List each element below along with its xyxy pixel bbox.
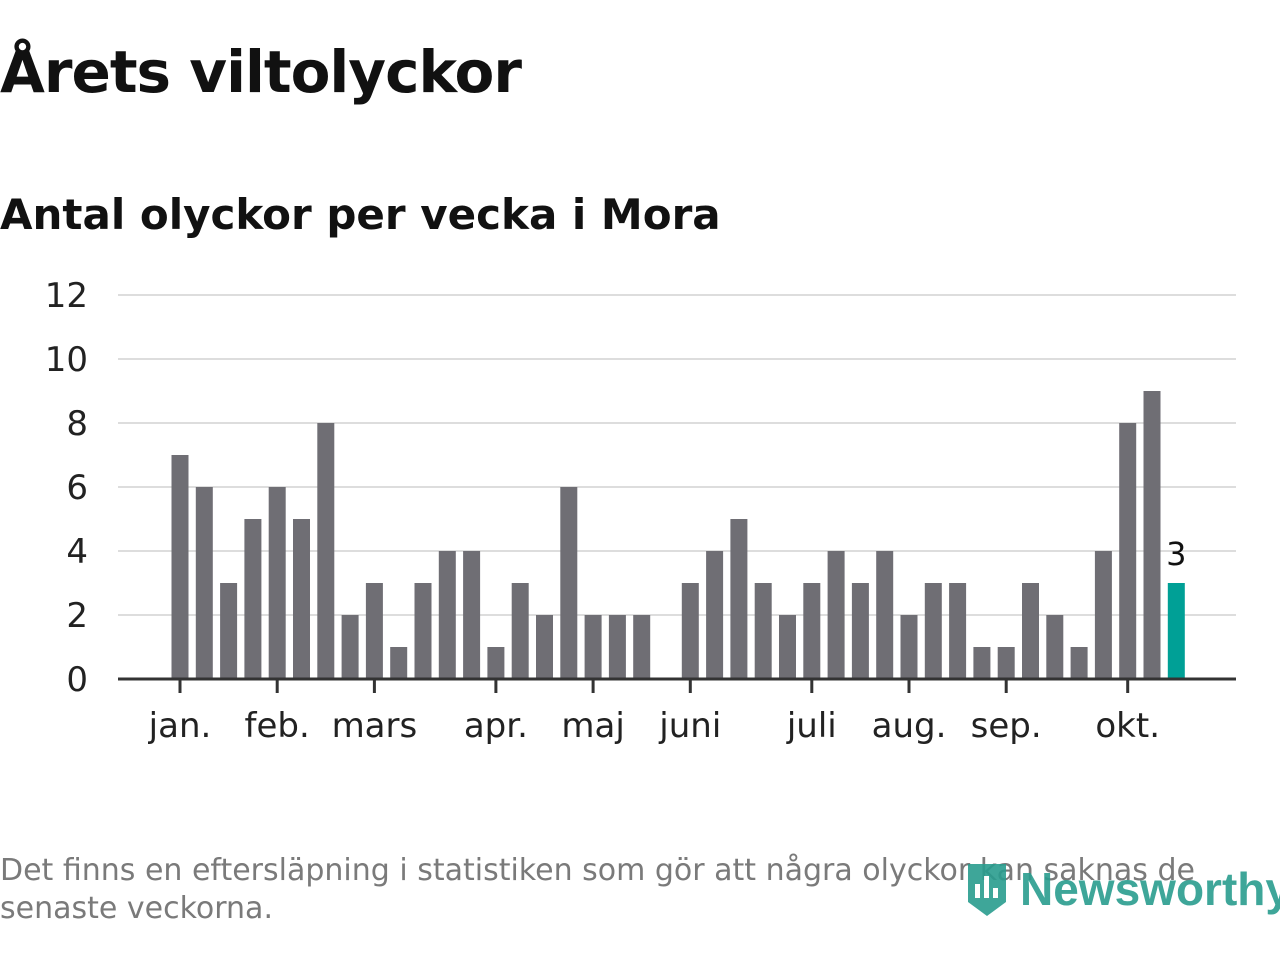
x-tick-label: feb. [245, 706, 310, 746]
y-axis-ticks: 0 2 4 6 8 10 12 [45, 276, 88, 700]
bars [171, 391, 1185, 679]
y-tick-label: 4 [66, 532, 88, 572]
y-tick-label: 12 [45, 276, 88, 316]
bar-chart: 0 2 4 6 8 10 12 jan. feb. mars apr. maj juni juli aug… [45, 276, 1236, 746]
bar [317, 423, 335, 679]
y-tick-label: 6 [66, 468, 88, 508]
bar [511, 583, 529, 679]
bar-highlight [1167, 583, 1185, 679]
x-tick-label: maj [561, 706, 624, 746]
x-tick-label: mars [332, 706, 418, 746]
bar [268, 487, 286, 679]
bar [876, 551, 894, 679]
bar [779, 615, 796, 679]
bar [463, 551, 481, 679]
bar [244, 519, 262, 679]
bar [633, 615, 651, 679]
bar [973, 647, 991, 679]
chart-title: Årets viltolyckor [0, 38, 522, 106]
bar [1119, 423, 1137, 679]
x-tick-label: sep. [971, 706, 1042, 746]
bar [1070, 647, 1088, 679]
bar [220, 583, 238, 679]
bar [536, 615, 553, 679]
bar [900, 615, 918, 679]
x-tick-label: jan. [148, 706, 212, 746]
bar [560, 487, 578, 679]
bar [949, 583, 967, 679]
bar [438, 551, 456, 679]
bar [803, 583, 821, 679]
newsworthy-logo-icon [968, 864, 1006, 916]
newsworthy-logo: Newsworthy [962, 858, 1280, 920]
bar [341, 615, 359, 679]
x-tick-label: aug. [872, 706, 947, 746]
bar [1094, 551, 1112, 679]
bar [293, 519, 310, 679]
x-tick-label: okt. [1095, 706, 1160, 746]
bar [195, 487, 213, 679]
bar [365, 583, 383, 679]
y-tick-label: 0 [66, 660, 88, 700]
bar-labels: 3 [1166, 535, 1186, 573]
bar [414, 583, 432, 679]
bar [1143, 391, 1161, 679]
bar-value-label: 3 [1166, 535, 1186, 573]
x-tick-label: apr. [464, 706, 528, 746]
bar [997, 647, 1015, 679]
bar [924, 583, 942, 679]
bar [730, 519, 748, 679]
bar [681, 583, 699, 679]
bar [754, 583, 772, 679]
bar [1022, 583, 1039, 679]
bar [390, 647, 408, 679]
y-tick-label: 10 [45, 340, 88, 380]
bar [827, 551, 845, 679]
chart-subtitle: Antal olyckor per vecka i Mora [0, 190, 721, 239]
y-tick-label: 2 [66, 596, 88, 636]
bar [608, 615, 626, 679]
bar [706, 551, 724, 679]
bar [584, 615, 602, 679]
bar [851, 583, 869, 679]
bar [171, 455, 189, 679]
newsworthy-logo-text: Newsworthy [1020, 863, 1280, 915]
bar [1046, 615, 1064, 679]
x-tick-label: juli [786, 706, 837, 746]
y-tick-label: 8 [66, 404, 88, 444]
x-tick-label: juni [658, 706, 721, 746]
bar [487, 647, 505, 679]
x-axis-ticks: jan. feb. mars apr. maj juni juli aug. sep. okt. [148, 679, 1160, 746]
